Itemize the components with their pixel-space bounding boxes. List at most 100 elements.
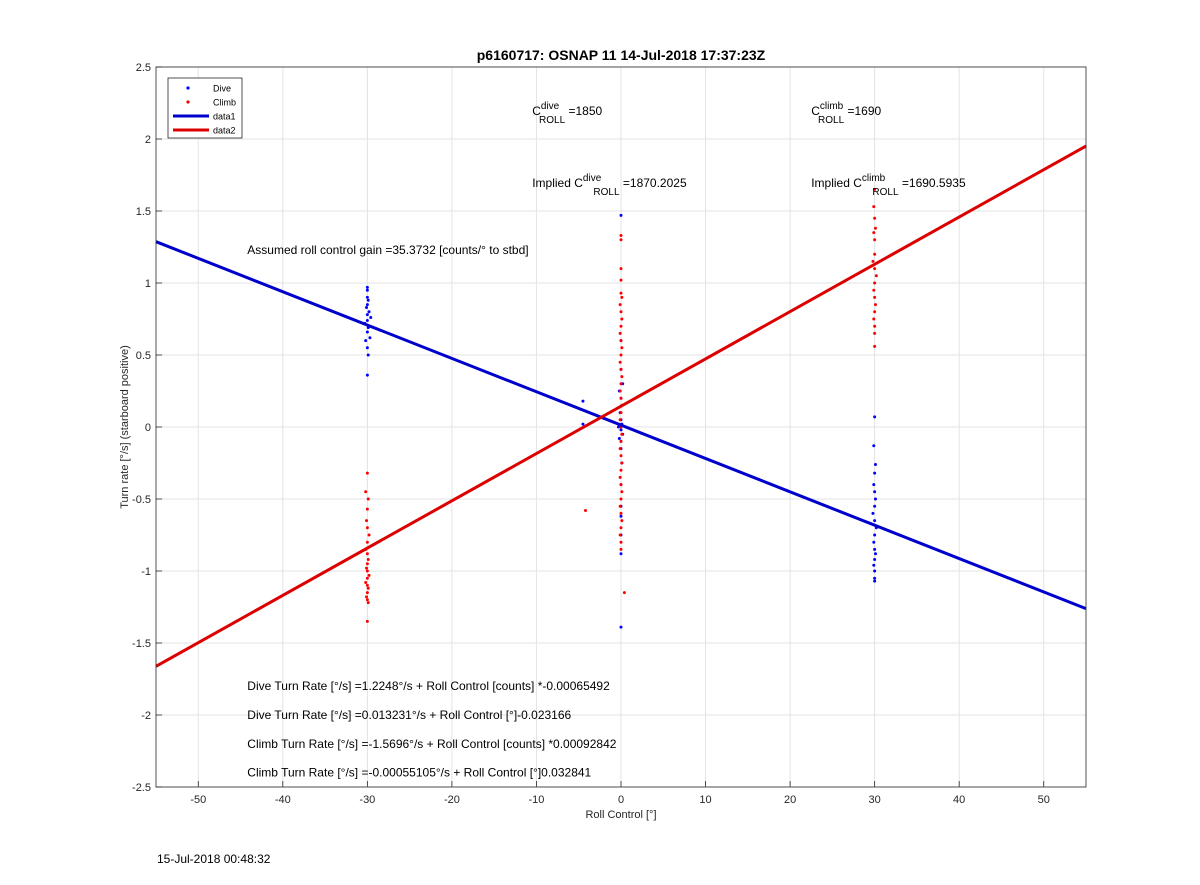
dive-point — [873, 415, 877, 419]
climb-point — [365, 583, 369, 587]
y-tick-label: 1 — [145, 278, 151, 290]
dive-point — [365, 285, 369, 289]
annotation-base: Implied C — [532, 176, 583, 190]
climb-point — [619, 238, 623, 242]
climb-point — [619, 547, 623, 551]
dive-point — [872, 563, 876, 567]
climb-point — [366, 601, 370, 605]
climb-point — [618, 475, 622, 479]
climb-point — [364, 490, 368, 494]
y-tick-label: -1.5 — [132, 638, 151, 650]
y-tick-label: 0.5 — [136, 350, 151, 362]
climb-point — [619, 382, 623, 386]
annotation-climb-counts: Climb Turn Rate [°/s] =-1.5696°/s + Roll… — [247, 737, 616, 751]
dive-point — [871, 511, 875, 515]
annotation-sup: climb — [862, 173, 886, 184]
annotation-implied-cdive: Implied Cdive ROLL =1870.2025 — [532, 173, 687, 198]
climb-point — [620, 295, 624, 299]
climb-point — [619, 353, 623, 357]
climb-point — [618, 360, 622, 364]
climb-point — [618, 331, 622, 335]
climb-point — [365, 595, 369, 599]
annotation-value: =1870.2025 — [620, 176, 687, 190]
legend: Dive Climb data1 data2 — [167, 77, 243, 139]
climb-point — [872, 205, 876, 209]
climb-point — [619, 324, 623, 328]
climb-point — [365, 507, 369, 511]
dive-point — [619, 625, 623, 629]
climb-point — [618, 504, 622, 508]
climb-point — [366, 557, 370, 561]
dive-point — [872, 444, 876, 448]
annotation-implied-cclimb: Implied Cclimb ROLL =1690.5935 — [811, 173, 966, 198]
dive-point — [873, 576, 877, 580]
climb-point — [365, 562, 369, 566]
legend-climb-label: Climb — [213, 98, 236, 108]
climb-point — [873, 303, 877, 307]
x-tick-label: -10 — [529, 794, 545, 806]
climb-point — [619, 367, 623, 371]
annotation-dive-counts: Dive Turn Rate [°/s] =1.2248°/s + Roll C… — [247, 679, 610, 693]
climb-point — [365, 619, 369, 623]
climb-point — [365, 598, 369, 602]
tick-labels: -50 -40 -30 -20 -10 0 10 20 30 40 50-2.5-2-1.5-1-0… — [132, 62, 1050, 806]
climb-point — [873, 238, 877, 242]
climb-point — [619, 454, 623, 458]
climb-point — [873, 295, 877, 299]
annotation-value: =1690.5935 — [899, 176, 966, 190]
dive-point — [367, 310, 371, 314]
annotation-value: =1850 — [565, 104, 602, 118]
plot-frame — [155, 66, 1087, 788]
legend-data1-label: data1 — [213, 112, 236, 122]
climb-point — [619, 278, 623, 282]
dive-point — [365, 305, 369, 309]
climb-point — [620, 432, 624, 436]
annotation-gain: Assumed roll control gain =35.3732 [coun… — [247, 243, 528, 257]
climb-point — [619, 526, 623, 530]
dive-point — [873, 462, 877, 466]
dive-point — [873, 569, 877, 573]
annotation-sup: climb — [820, 101, 844, 112]
climb-point — [365, 552, 369, 556]
x-tick-label: 10 — [699, 794, 711, 806]
dive-point — [873, 471, 877, 475]
climb-point — [365, 471, 369, 475]
dive-point — [365, 303, 369, 307]
dive-point — [365, 330, 369, 334]
fit-line-data1 — [155, 240, 1087, 610]
x-tick-label: -40 — [275, 794, 291, 806]
annotation-cclimb: Cclimb ROLL =1690 — [811, 101, 881, 126]
annotation-climb-deg: Climb Turn Rate [°/s] =-0.00055105°/s + … — [247, 766, 591, 780]
climb-point — [366, 586, 370, 590]
climb-point — [873, 252, 877, 256]
dive-point — [369, 316, 373, 320]
x-tick-label: 30 — [869, 794, 881, 806]
legend-dive-marker — [186, 86, 190, 90]
x-axis-label: Roll Control [°] — [585, 809, 656, 821]
climb-point — [872, 317, 876, 321]
y-axis-label: Turn rate [°/s] (starboard positive) — [119, 345, 131, 509]
climb-point — [365, 566, 369, 570]
climb-point — [367, 573, 371, 577]
climb-point — [620, 317, 624, 321]
y-tick-label: -2.5 — [132, 782, 151, 794]
annotation-base: Implied C — [811, 176, 862, 190]
annotations: Cdive ROLL =1850 Cclimb ROLL =1690 Implied C… — [247, 101, 966, 779]
x-tick-label: 40 — [953, 794, 965, 806]
climb-point — [619, 339, 623, 343]
legend-climb-marker — [186, 100, 190, 104]
climb-point — [619, 396, 623, 400]
climb-point — [365, 540, 369, 544]
legend-data2-label: data2 — [213, 126, 236, 136]
climb-point — [365, 591, 369, 595]
dive-point — [366, 353, 370, 357]
climb-point — [871, 259, 875, 263]
dive-point — [368, 336, 372, 340]
climb-point — [620, 461, 624, 465]
dive-point — [873, 519, 877, 523]
dive-point — [873, 497, 877, 501]
dive-point — [873, 557, 877, 561]
dive-point — [365, 313, 369, 317]
climb-point — [872, 231, 876, 235]
